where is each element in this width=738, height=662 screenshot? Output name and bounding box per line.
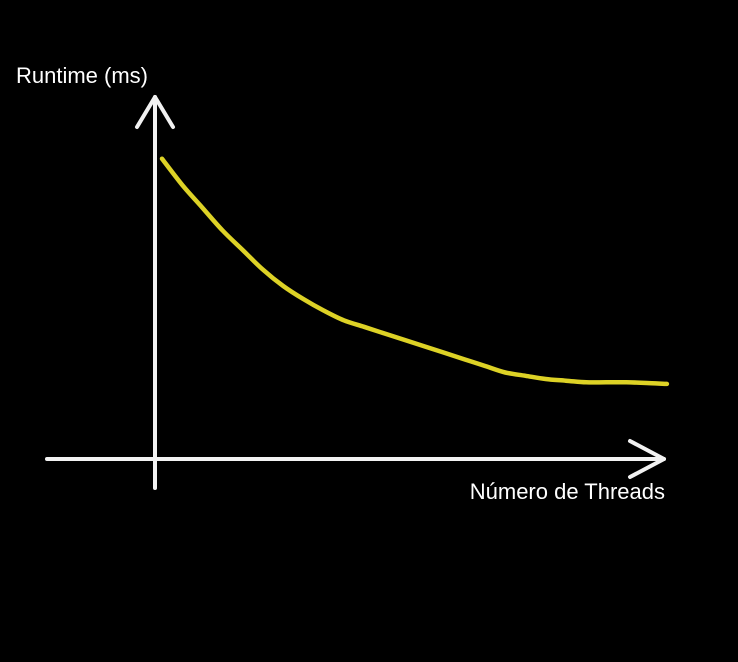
y-axis-label: Runtime (ms) (16, 63, 148, 88)
series-line-0 (159, 156, 670, 387)
y-axis (135, 95, 175, 490)
x-axis-label: Número de Threads (470, 479, 665, 504)
series-layer (159, 156, 670, 387)
x-axis (45, 439, 666, 479)
y-axis-arrowhead (135, 95, 175, 129)
x-axis-arrowhead (628, 439, 666, 479)
